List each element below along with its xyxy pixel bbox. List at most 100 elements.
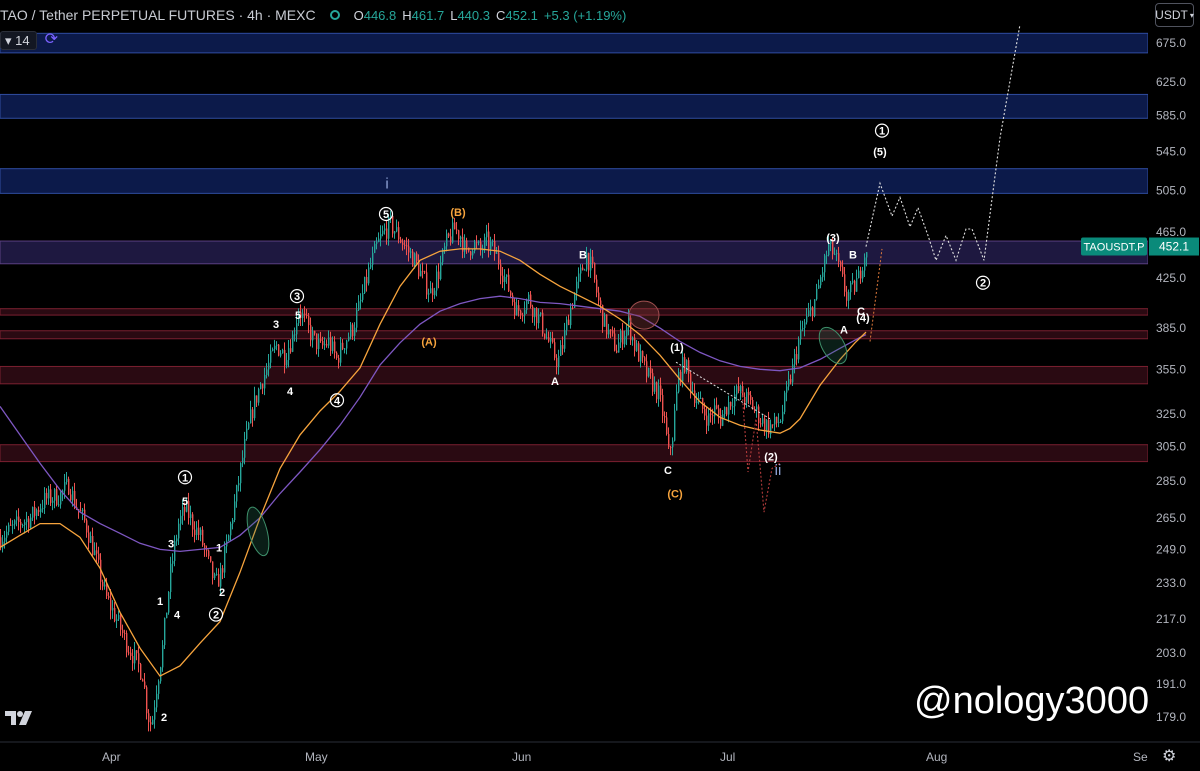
candle[interactable] <box>478 240 480 246</box>
candle[interactable] <box>152 715 154 725</box>
candle[interactable] <box>304 306 306 323</box>
candle[interactable] <box>622 322 624 351</box>
wave-label[interactable]: 1 <box>157 596 163 608</box>
candle[interactable] <box>564 322 566 353</box>
candle[interactable] <box>528 291 530 304</box>
candle[interactable] <box>434 287 436 299</box>
currency-dropdown[interactable]: USDT ▾ <box>1155 3 1194 27</box>
candle[interactable] <box>390 210 392 223</box>
candle[interactable] <box>572 303 574 310</box>
candle[interactable] <box>170 556 172 600</box>
candle[interactable] <box>392 213 394 238</box>
candle[interactable] <box>460 235 462 247</box>
candle[interactable] <box>432 282 434 303</box>
candle[interactable] <box>58 495 60 507</box>
candle[interactable] <box>116 614 118 629</box>
candle[interactable] <box>232 517 234 530</box>
candle[interactable] <box>828 236 830 257</box>
candle[interactable] <box>272 347 274 352</box>
candle[interactable] <box>338 354 340 369</box>
candle[interactable] <box>240 462 242 492</box>
candle[interactable] <box>740 384 742 400</box>
candle[interactable] <box>588 252 590 277</box>
wave-label[interactable]: 4 <box>287 386 294 398</box>
candle[interactable] <box>382 225 384 237</box>
candle[interactable] <box>376 237 378 250</box>
candle[interactable] <box>824 253 826 281</box>
candle[interactable] <box>246 420 248 441</box>
candle[interactable] <box>136 650 138 661</box>
candle[interactable] <box>348 332 350 342</box>
candle[interactable] <box>190 505 192 526</box>
candle[interactable] <box>474 239 476 254</box>
candle[interactable] <box>696 393 698 409</box>
candle[interactable] <box>848 289 850 310</box>
candle[interactable] <box>520 309 522 320</box>
candle[interactable] <box>218 568 220 587</box>
candle[interactable] <box>548 331 550 343</box>
candle[interactable] <box>428 288 430 303</box>
candle[interactable] <box>202 526 204 547</box>
candle[interactable] <box>70 488 72 503</box>
candle[interactable] <box>130 646 132 660</box>
candle[interactable] <box>660 377 662 402</box>
candle[interactable] <box>654 376 656 395</box>
candle[interactable] <box>286 353 288 369</box>
candle[interactable] <box>590 248 592 278</box>
wave-label[interactable]: C <box>664 465 672 477</box>
wave-label[interactable]: ii <box>775 462 782 479</box>
candle[interactable] <box>672 437 674 456</box>
candle[interactable] <box>118 610 120 622</box>
candle[interactable] <box>626 323 628 346</box>
candle[interactable] <box>620 328 622 348</box>
candle[interactable] <box>114 602 116 623</box>
candle[interactable] <box>738 377 740 394</box>
candle[interactable] <box>566 316 568 336</box>
candle[interactable] <box>154 700 156 729</box>
wave-label[interactable]: 1 <box>177 470 193 485</box>
candle[interactable] <box>148 709 150 732</box>
wave-label[interactable]: 2 <box>219 587 225 599</box>
candle[interactable] <box>826 250 828 265</box>
candle[interactable] <box>212 561 214 585</box>
candle[interactable] <box>492 239 494 247</box>
candle[interactable] <box>642 350 644 363</box>
candle[interactable] <box>732 398 734 415</box>
candle[interactable] <box>356 302 358 333</box>
candle[interactable] <box>678 368 680 394</box>
candle[interactable] <box>2 535 4 553</box>
candle[interactable] <box>88 525 90 550</box>
candle[interactable] <box>194 521 196 543</box>
candle[interactable] <box>18 508 20 531</box>
candle[interactable] <box>576 276 578 301</box>
ma-fast-line[interactable] <box>0 248 867 677</box>
candle[interactable] <box>312 326 314 348</box>
candle[interactable] <box>292 330 294 353</box>
candle[interactable] <box>768 411 770 438</box>
candle[interactable] <box>802 320 804 332</box>
candle[interactable] <box>610 329 612 339</box>
candle[interactable] <box>256 395 258 407</box>
candle[interactable] <box>374 240 376 254</box>
candle[interactable] <box>98 546 100 564</box>
candle[interactable] <box>56 485 58 507</box>
candle[interactable] <box>676 384 678 411</box>
candle[interactable] <box>300 304 302 326</box>
candle[interactable] <box>74 482 76 510</box>
candle[interactable] <box>516 297 518 316</box>
candle[interactable] <box>436 265 438 297</box>
candle[interactable] <box>206 545 208 557</box>
candle[interactable] <box>706 406 708 434</box>
wave-label[interactable]: 3 <box>289 289 305 304</box>
candle[interactable] <box>166 612 168 619</box>
candle[interactable] <box>846 285 848 307</box>
candle[interactable] <box>222 565 224 580</box>
candle[interactable] <box>448 232 450 238</box>
candle[interactable] <box>750 391 752 405</box>
candle[interactable] <box>730 401 732 410</box>
candle[interactable] <box>42 499 44 513</box>
wave-label[interactable]: 4 <box>174 610 181 622</box>
candle[interactable] <box>380 225 382 247</box>
candle[interactable] <box>734 385 736 416</box>
